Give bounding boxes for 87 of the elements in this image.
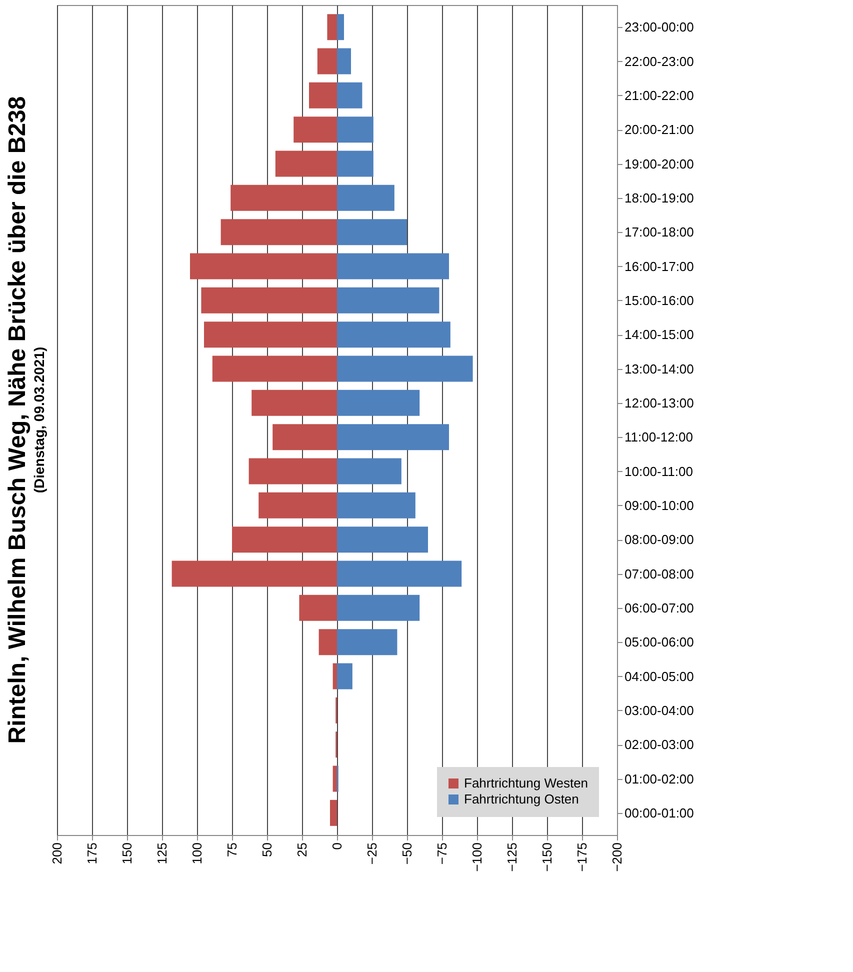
- text: Rinteln, Wilhelm Busch Weg, Nähe Brücke über die B238: [4, 96, 31, 744]
- y-tick-label: 20:00-21:00: [624, 122, 694, 138]
- y-tick-label: 17:00-18:00: [624, 224, 694, 240]
- bar: [337, 492, 416, 518]
- bar: [294, 116, 337, 143]
- x-tick-label: 150: [120, 842, 134, 864]
- bar: [337, 287, 440, 314]
- bar: [204, 322, 337, 348]
- bar: [327, 14, 337, 40]
- x-tick-label: 75: [224, 842, 240, 857]
- x-tick-label: −100: [470, 842, 484, 872]
- bar: [190, 253, 337, 280]
- y-tick-label: 07:00-08:00: [624, 566, 694, 582]
- bar: [230, 184, 337, 211]
- y-tick-label: 06:00-07:00: [624, 600, 694, 616]
- x-tick-label: 200: [50, 842, 64, 864]
- bar: [248, 458, 337, 484]
- legend-label: Fahrtrichtung Osten: [464, 792, 579, 806]
- bar: [337, 116, 374, 143]
- bar: [337, 82, 362, 108]
- bar: [330, 800, 337, 826]
- y-tick-label: 03:00-04:00: [624, 702, 694, 718]
- y-tick-label: 18:00-19:00: [624, 190, 694, 206]
- bar: [332, 663, 337, 690]
- y-tick-label: 19:00-20:00: [624, 156, 694, 172]
- bar: [332, 766, 337, 792]
- y-tick-label: 05:00-06:00: [624, 634, 694, 650]
- x-tick-label: −125: [504, 842, 520, 872]
- bar: [337, 48, 351, 74]
- y-tick-label: 08:00-09:00: [624, 532, 694, 548]
- bar: [272, 424, 337, 450]
- x-tick-label: −200: [610, 842, 624, 872]
- bar: [337, 594, 420, 621]
- text: (Dienstag, 09.03.2021): [31, 346, 47, 494]
- bar: [309, 82, 337, 108]
- y-tick-label: 14:00-15:00: [624, 327, 694, 342]
- bar: [337, 219, 407, 246]
- x-tick-label: 100: [190, 842, 204, 864]
- y-tick-label: 09:00-10:00: [624, 498, 694, 513]
- bar: [317, 48, 337, 74]
- x-tick-label: 125: [154, 842, 170, 864]
- x-tick-label: −50: [400, 842, 414, 865]
- bar: [172, 560, 337, 587]
- bar: [201, 287, 337, 314]
- bar: [337, 253, 449, 280]
- x-tick-label: −75: [434, 842, 450, 865]
- y-tick-label: 12:00-13:00: [624, 395, 694, 410]
- legend-label: Fahrtrichtung Westen: [464, 776, 588, 790]
- y-tick-label: 13:00-14:00: [624, 361, 694, 376]
- y-tick-label: 02:00-03:00: [624, 737, 694, 752]
- bar: [232, 526, 337, 553]
- bar: [337, 560, 462, 587]
- x-tick-label: −175: [574, 842, 590, 872]
- x-tick-label: −25: [364, 842, 380, 865]
- y-tick-label: 21:00-22:00: [624, 88, 694, 103]
- x-tick-label: 0: [330, 842, 344, 850]
- bar: [337, 150, 374, 177]
- bar: [220, 219, 337, 246]
- bar: [337, 458, 402, 484]
- y-tick-label: 22:00-23:00: [624, 54, 694, 69]
- y-tick-label: 00:00-01:00: [624, 805, 694, 820]
- bar: [318, 629, 337, 656]
- bar: [337, 663, 352, 690]
- bar: [258, 492, 337, 518]
- bar: [252, 390, 337, 416]
- bar: [212, 356, 337, 382]
- bar: [337, 629, 398, 656]
- bar: [337, 184, 394, 211]
- bar: [337, 390, 420, 416]
- y-tick-label: 01:00-02:00: [624, 771, 694, 786]
- x-tick-label: 175: [84, 842, 100, 864]
- y-tick-label: 23:00-00:00: [624, 20, 694, 35]
- x-tick-label: −150: [540, 842, 554, 872]
- y-tick-label: 04:00-05:00: [624, 668, 694, 684]
- bar: [337, 526, 428, 553]
- bar: [337, 14, 344, 40]
- bar: [337, 356, 473, 382]
- y-tick-label: 10:00-11:00: [624, 464, 693, 479]
- y-tick-label: 16:00-17:00: [624, 258, 694, 274]
- bar: [275, 150, 337, 177]
- y-tick-label: 11:00-12:00: [624, 430, 693, 445]
- y-tick-label: 15:00-16:00: [624, 292, 694, 308]
- x-tick-label: 25: [294, 842, 310, 857]
- x-tick-label: 50: [260, 842, 274, 857]
- bar: [299, 594, 337, 621]
- bar: [337, 322, 450, 348]
- bar: [337, 424, 449, 450]
